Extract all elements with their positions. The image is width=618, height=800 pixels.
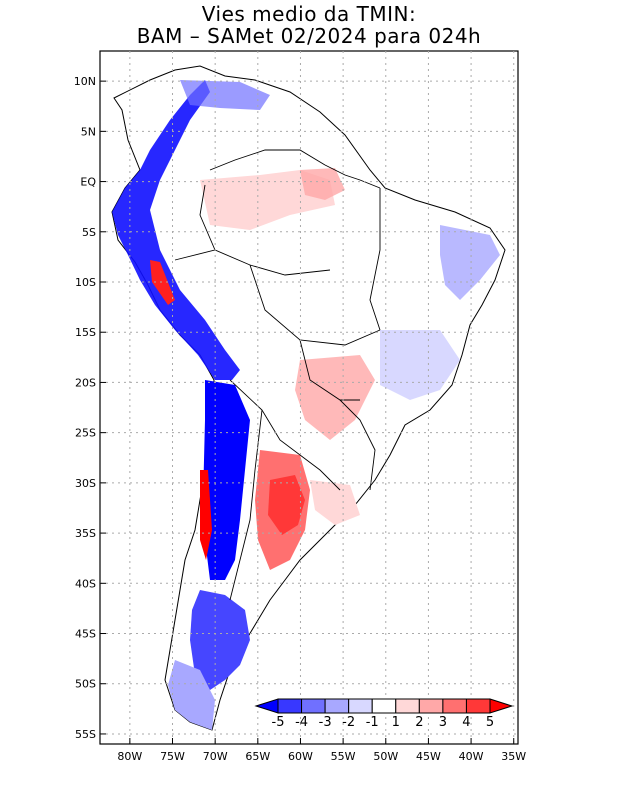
lat-tick-label: 30S bbox=[75, 477, 96, 490]
lon-tick-label: 70W bbox=[203, 750, 228, 763]
northern-warm-patch bbox=[300, 168, 345, 200]
colorbar-label: -2 bbox=[342, 715, 355, 730]
colorbar-label: 1 bbox=[392, 715, 400, 730]
northeast-blue-patch bbox=[440, 225, 500, 300]
lat-tick-label: 20S bbox=[75, 376, 96, 389]
lat-tick-label: 10N bbox=[74, 75, 96, 88]
colorbar-left-arrow bbox=[254, 698, 279, 714]
lon-tick-label: 60W bbox=[288, 750, 313, 763]
colorbar: -5 -4 -3 -2 -1 1 2 3 4 5 bbox=[254, 698, 514, 730]
andes-cold-bias bbox=[112, 80, 240, 380]
lat-tick-label: EQ bbox=[80, 176, 96, 189]
colorbar-segment bbox=[324, 698, 350, 714]
map-title-line2: BAM – SAMet 02/2024 para 024h bbox=[136, 24, 482, 48]
map-title-line1: Vies medio da TMIN: bbox=[201, 2, 417, 26]
lon-tick-label: 45W bbox=[416, 750, 441, 763]
colorbar-label: -3 bbox=[319, 715, 332, 730]
colorbar-label: -4 bbox=[295, 715, 308, 730]
lon-tick-label: 35W bbox=[501, 750, 526, 763]
lon-tick-label: 80W bbox=[117, 750, 142, 763]
lat-tick-label: 45S bbox=[75, 628, 96, 641]
lon-tick-label: 50W bbox=[373, 750, 398, 763]
southern-tip-bias bbox=[168, 660, 215, 730]
lat-tick-label: 35S bbox=[75, 527, 96, 540]
colorbar-label: -1 bbox=[366, 715, 379, 730]
colorbar-label: 3 bbox=[439, 715, 447, 730]
map-frame bbox=[99, 50, 519, 745]
patagonia-cold-bias bbox=[190, 590, 250, 690]
lat-tick-label: 5S bbox=[82, 226, 96, 239]
colorbar-label: 2 bbox=[415, 715, 423, 730]
colorbar-segment bbox=[395, 698, 420, 714]
lat-tick-label: 50S bbox=[75, 678, 96, 691]
lon-tick-label: 75W bbox=[160, 750, 185, 763]
lat-tick-label: 15S bbox=[75, 326, 96, 339]
colorbar-segment bbox=[348, 698, 373, 714]
graticule bbox=[100, 51, 518, 744]
colorbar-segment bbox=[277, 698, 303, 714]
colorbar-right-arrow bbox=[489, 698, 514, 714]
northwest-blue-patch bbox=[180, 80, 270, 110]
colorbar-segment bbox=[371, 698, 397, 714]
colorbar-label: -5 bbox=[272, 715, 285, 730]
lon-tick-label: 40W bbox=[459, 750, 484, 763]
lon-tick-label: 55W bbox=[331, 750, 356, 763]
colorbar-segment bbox=[442, 698, 467, 714]
lat-tick-label: 40S bbox=[75, 577, 96, 590]
lat-tick-label: 10S bbox=[75, 276, 96, 289]
amazon-warm-patch bbox=[200, 170, 335, 230]
argentina-hot-core bbox=[268, 475, 305, 535]
andes-warm-streaks bbox=[200, 470, 212, 560]
paraguay-warm-patch bbox=[295, 355, 375, 440]
andes-warm-streaks-2 bbox=[150, 260, 175, 305]
lat-tick-label: 55S bbox=[75, 728, 96, 741]
longitude-labels: 80W 75W 70W 65W 60W 55W 50W 45W 40W 35W bbox=[117, 750, 526, 763]
lat-tick-label: 5N bbox=[81, 125, 96, 138]
colorbar-segment bbox=[418, 698, 444, 714]
latitude-labels: 10N 5N EQ 5S 10S 15S 20S 25S 30S 35S 40S 45S 50S 55S bbox=[74, 75, 97, 741]
colorbar-label: 4 bbox=[462, 715, 470, 730]
map-body bbox=[111, 65, 506, 731]
colorbar-segment bbox=[301, 698, 326, 714]
colorbar-label: 5 bbox=[486, 715, 494, 730]
lon-tick-label: 65W bbox=[245, 750, 270, 763]
lat-tick-label: 25S bbox=[75, 427, 96, 440]
uruguay-warm-patch bbox=[310, 480, 360, 525]
colorbar-segment bbox=[465, 698, 491, 714]
